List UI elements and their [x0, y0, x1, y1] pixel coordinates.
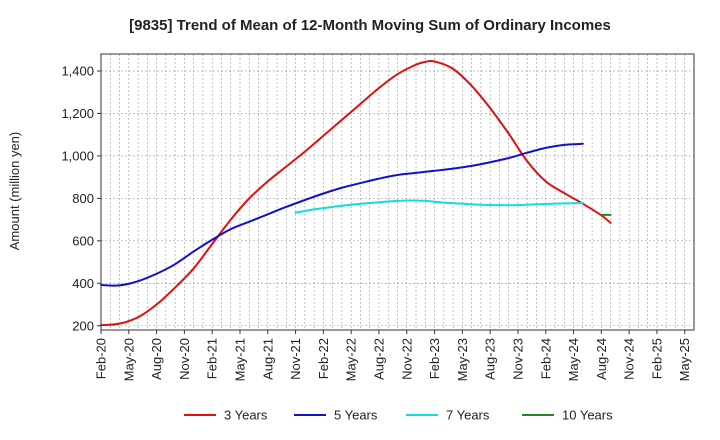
x-tick-label: Aug-20 [149, 338, 164, 380]
grid [101, 54, 694, 330]
x-tick-label: May-22 [344, 338, 359, 381]
x-tick-label: Feb-24 [538, 338, 553, 379]
y-tick-label: 600 [72, 233, 94, 248]
x-tick-label: Feb-25 [649, 338, 664, 379]
x-tick-label: Nov-23 [510, 338, 525, 380]
x-tick-label: May-21 [232, 338, 247, 381]
x-tick-label: Nov-24 [622, 338, 637, 380]
legend-label-3-years: 3 Years [224, 408, 268, 423]
y-tick-label: 1,000 [61, 148, 94, 163]
y-tick-label: 1,400 [61, 63, 94, 78]
x-tick-label: May-23 [455, 338, 470, 381]
x-tick-label: Nov-22 [399, 338, 414, 380]
x-tick-label: Feb-23 [427, 338, 442, 379]
x-tick-label: Aug-21 [260, 338, 275, 380]
y-axis-label: Amount (million yen) [7, 132, 22, 251]
x-tick-label: May-25 [677, 338, 692, 381]
x-tick-label: Feb-21 [205, 338, 220, 379]
legend: 3 Years 5 Years 7 Years 10 Years [184, 408, 613, 423]
legend-label-7-years: 7 Years [446, 408, 490, 423]
x-tick-label: Aug-23 [483, 338, 498, 380]
legend-label-10-years: 10 Years [562, 408, 613, 423]
series-lines [100, 59, 612, 327]
chart-title: [9835] Trend of Mean of 12-Month Moving … [129, 17, 611, 34]
series-line-5-years [100, 142, 584, 287]
legend-label-5-years: 5 Years [334, 408, 378, 423]
y-tick-label: 800 [72, 191, 94, 206]
x-tick-label: May-20 [121, 338, 136, 381]
x-tick-label: Nov-21 [288, 338, 303, 380]
x-tick-label: Feb-20 [94, 338, 109, 379]
x-tick-label: Aug-22 [371, 338, 386, 380]
x-axis-ticks: Feb-20 May-20 Aug-20 Nov-20 Feb-21 May-21 Aug-… [94, 330, 692, 381]
plot-frame [100, 53, 695, 331]
x-tick-label: Nov-20 [177, 338, 192, 380]
y-tick-label: 1,200 [61, 106, 94, 121]
series-line-7-years [294, 199, 584, 214]
y-tick-label: 400 [72, 276, 94, 291]
x-tick-label: Aug-24 [594, 338, 609, 380]
x-tick-label: Feb-22 [316, 338, 331, 379]
series-line-3-years [100, 59, 612, 327]
y-axis-ticks: 200 400 600 800 1,000 1,200 1,400 [61, 63, 101, 333]
x-tick-label: May-24 [566, 338, 581, 381]
y-tick-label: 200 [72, 318, 94, 333]
